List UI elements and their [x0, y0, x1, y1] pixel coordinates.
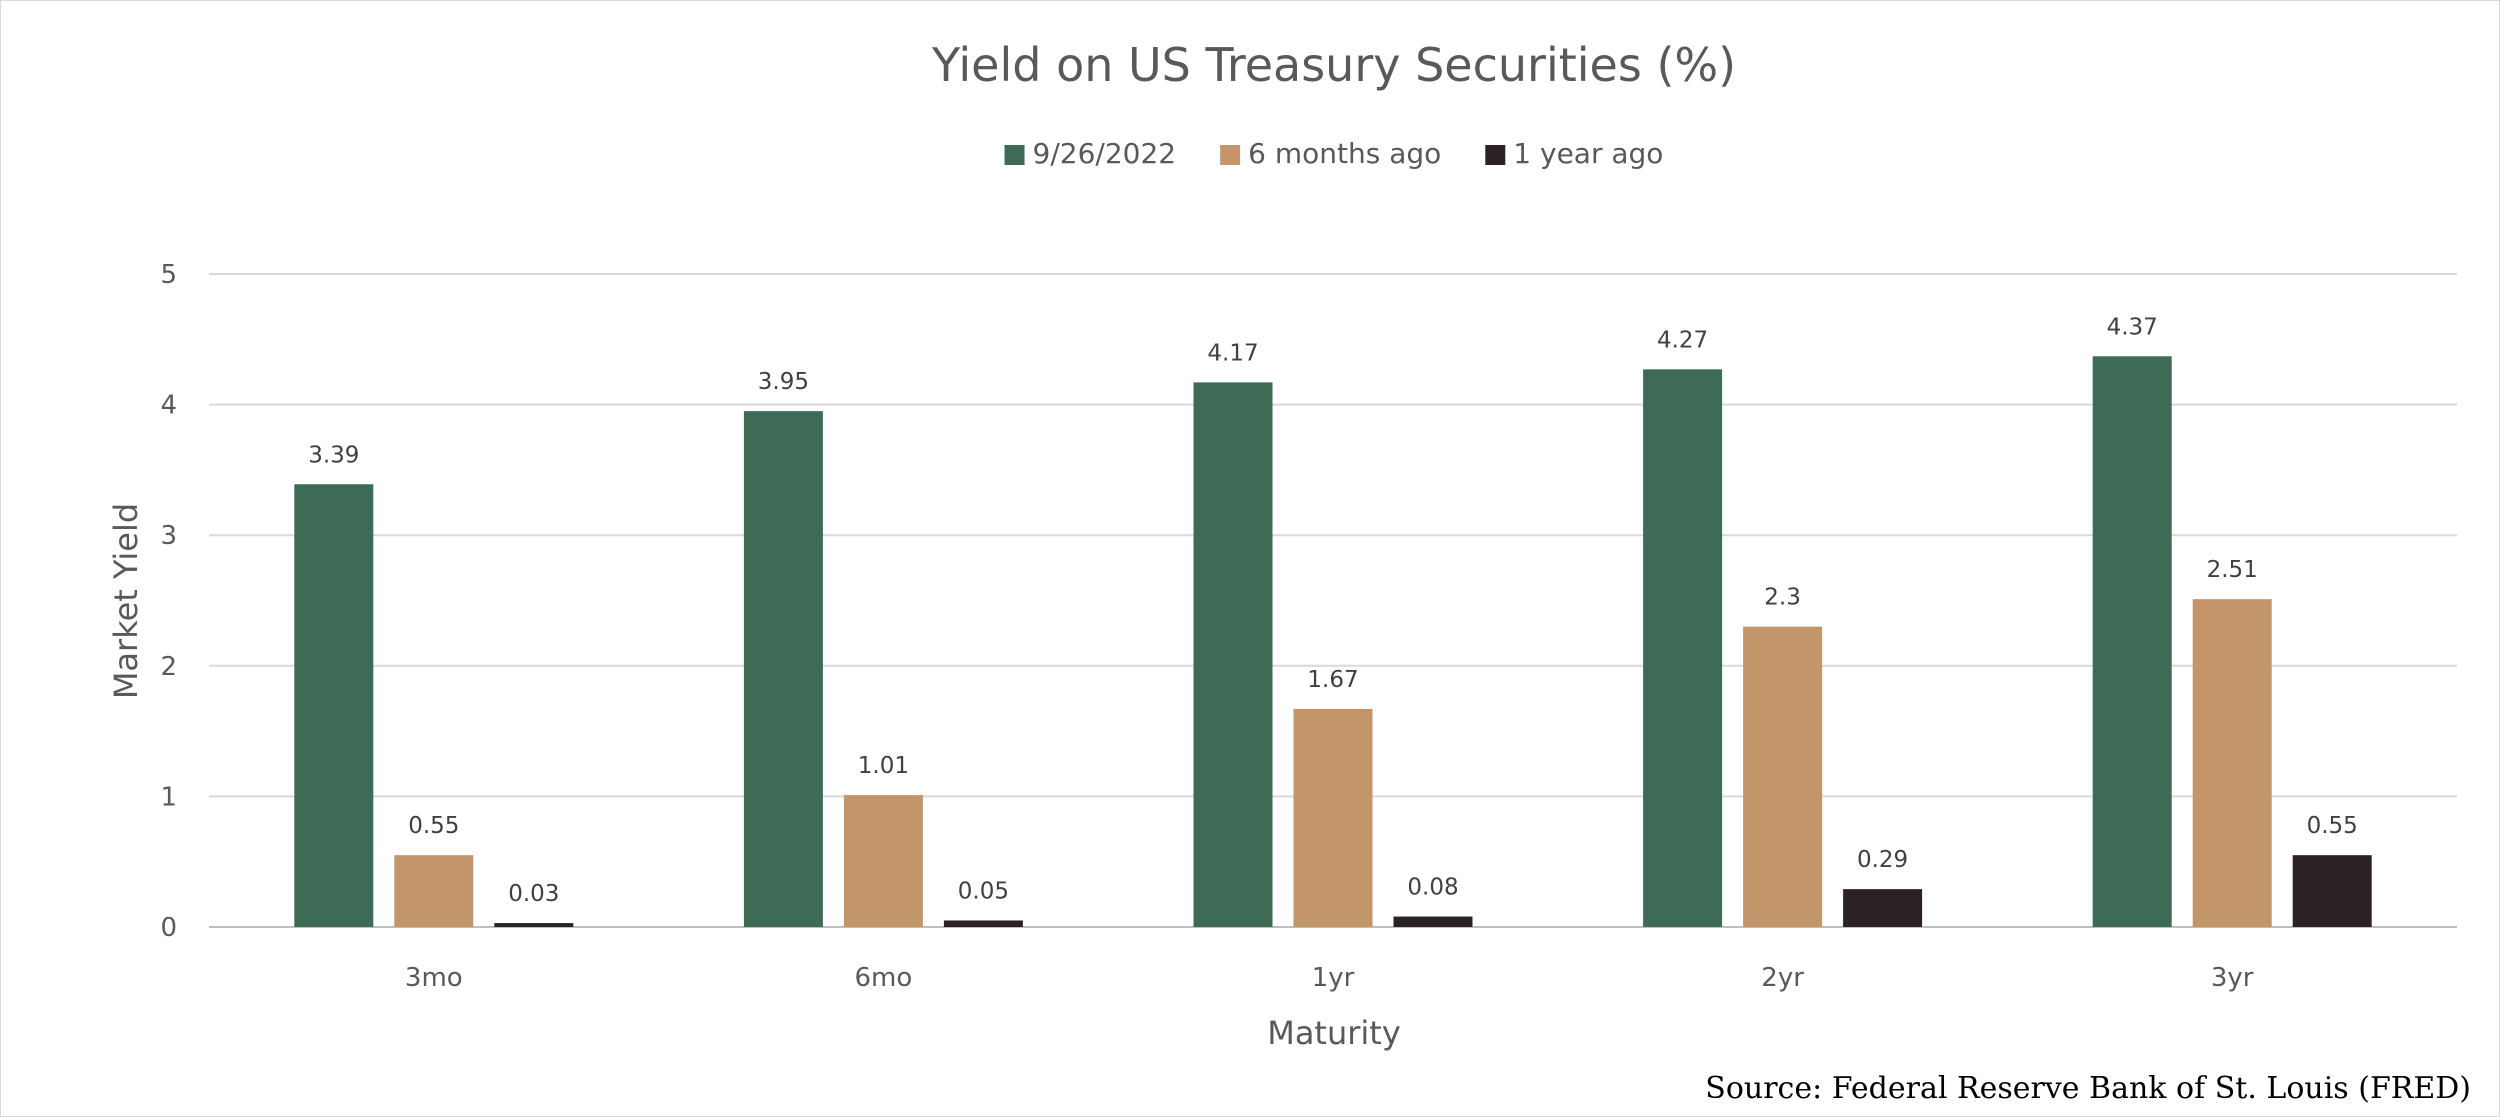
x-tick-label: 1yr: [1312, 963, 1355, 993]
bar: [1843, 889, 1923, 927]
bar: [494, 923, 574, 927]
data-label: 4.27: [1657, 327, 1708, 353]
data-label: 4.37: [2107, 314, 2158, 340]
legend: 9/26/2022 6 months ago 1 year ago: [1004, 137, 1663, 170]
bar: [394, 855, 474, 927]
data-label: 0.55: [2307, 813, 2358, 839]
y-tick-label: 5: [160, 260, 177, 290]
bar: [1193, 382, 1273, 927]
data-label: 4.17: [1207, 340, 1258, 366]
y-tick-label: 4: [160, 391, 177, 421]
y-tick-label: 3: [160, 521, 177, 551]
x-axis-ticks: 3mo 6mo 1yr 2yr 3yr: [405, 963, 2254, 993]
bar: [294, 484, 374, 927]
bar: [943, 920, 1023, 927]
bar: [2192, 599, 2272, 927]
bar: [2292, 855, 2372, 927]
gridlines: [209, 273, 2457, 928]
legend-item: 9/26/2022: [1004, 137, 1177, 170]
legend-item: 6 months ago: [1220, 137, 1441, 170]
bar: [1643, 369, 1723, 927]
data-label: 3.95: [758, 369, 809, 395]
y-tick-label: 0: [160, 913, 177, 943]
data-label: 1.01: [858, 753, 909, 779]
bar: [1393, 916, 1473, 927]
source-note: Source: Federal Reserve Bank of St. Loui…: [1705, 1071, 2471, 1106]
data-label: 0.08: [1407, 875, 1458, 901]
data-labels: 3.39 0.55 0.03 3.95 1.01 0.05 4.17 1.67 0.08 4.27…: [308, 314, 2358, 907]
legend-label: 1 year ago: [1513, 137, 1663, 170]
y-axis-ticks: 0 1 2 3 4 5: [160, 260, 177, 943]
y-tick-label: 1: [160, 782, 177, 812]
legend-swatch: [1220, 145, 1241, 165]
x-axis-title: Maturity: [1267, 1014, 1401, 1052]
data-label: 1.67: [1307, 667, 1358, 693]
x-tick-label: 2yr: [1761, 963, 1804, 993]
data-label: 0.29: [1857, 847, 1908, 873]
chart-title: Yield on US Treasury Securities (%): [931, 38, 1736, 92]
bar: [843, 795, 923, 927]
data-label: 0.05: [958, 878, 1009, 904]
bars: [294, 356, 2372, 927]
bar: [743, 411, 823, 927]
x-tick-label: 3mo: [405, 963, 463, 993]
bar: [2092, 356, 2172, 927]
legend-swatch: [1485, 145, 1506, 165]
x-tick-label: 3yr: [2211, 963, 2254, 993]
legend-label: 6 months ago: [1248, 137, 1441, 170]
bar: [1293, 708, 1373, 927]
legend-swatch: [1004, 145, 1025, 165]
legend-label: 9/26/2022: [1033, 137, 1177, 170]
data-label: 2.51: [2207, 557, 2258, 583]
data-label: 3.39: [308, 442, 359, 468]
legend-item: 1 year ago: [1485, 137, 1663, 170]
bar: [1743, 626, 1823, 927]
data-label: 0.03: [508, 881, 559, 907]
data-label: 2.3: [1764, 585, 1801, 611]
x-tick-label: 6mo: [855, 963, 913, 993]
y-axis-title: Market Yield: [107, 503, 145, 699]
data-label: 0.55: [408, 813, 459, 839]
y-tick-label: 2: [160, 652, 177, 682]
